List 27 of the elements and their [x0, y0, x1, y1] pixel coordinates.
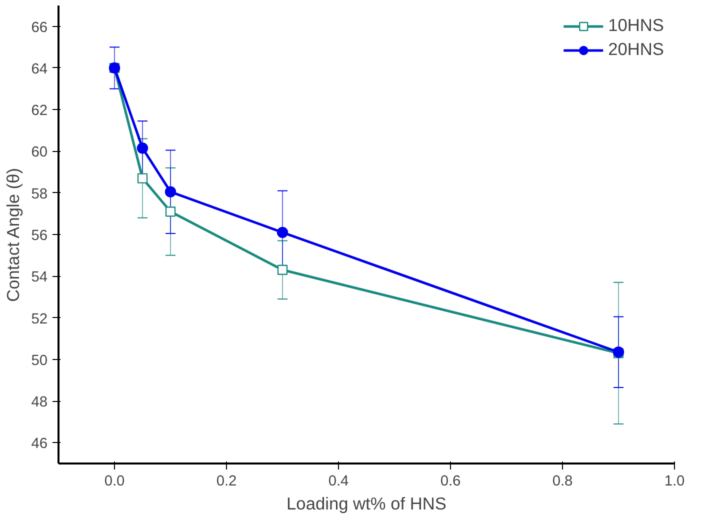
- y-tick-label: 54: [31, 270, 48, 286]
- y-tick-label: 46: [31, 436, 48, 452]
- y-tick-label: 52: [31, 311, 48, 328]
- y-tick-label: 48: [31, 394, 48, 411]
- y-tick-label: 66: [31, 20, 48, 36]
- point: [136, 142, 148, 154]
- x-tick-label: 0.8: [552, 474, 573, 490]
- point: [137, 173, 148, 184]
- x-tick-label: 0.4: [328, 474, 349, 490]
- x-tick-label: 0.2: [216, 474, 237, 490]
- point: [277, 264, 288, 275]
- x-tick-label: 0.6: [440, 474, 461, 490]
- x-axis-title: Loading wt% of HNS: [286, 494, 446, 514]
- point: [165, 206, 176, 217]
- legend-label: 10HNS: [608, 15, 664, 36]
- y-tick-label: 64: [31, 61, 48, 78]
- point: [164, 186, 176, 198]
- legend-label: 20HNS: [608, 39, 664, 60]
- y-tick-label: 50: [31, 352, 48, 369]
- y-tick-label: 56: [31, 228, 48, 244]
- point: [276, 226, 288, 238]
- y-tick-label: 62: [31, 103, 48, 120]
- y-axis-title: Contact Angle (θ): [3, 168, 24, 302]
- x-tick-label: 0.0: [104, 474, 125, 490]
- y-tick-label: 60: [31, 144, 48, 161]
- y-tick-label: 58: [31, 186, 48, 202]
- x-tick-label: 1.0: [664, 474, 685, 490]
